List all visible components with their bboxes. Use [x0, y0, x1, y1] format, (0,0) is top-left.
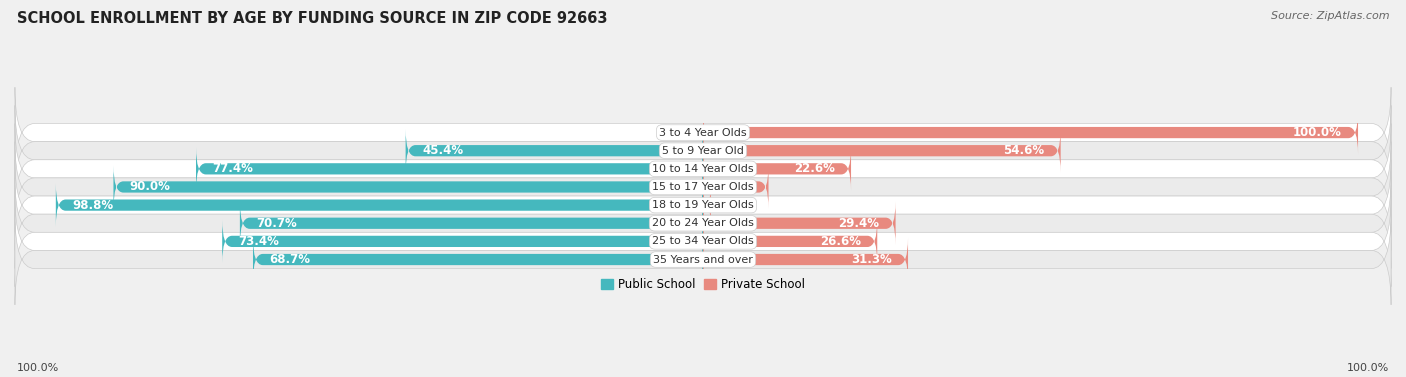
FancyBboxPatch shape: [703, 202, 896, 245]
FancyBboxPatch shape: [405, 129, 703, 172]
Legend: Public School, Private School: Public School, Private School: [596, 273, 810, 296]
Text: 68.7%: 68.7%: [270, 253, 311, 266]
FancyBboxPatch shape: [114, 166, 703, 208]
Text: 18 to 19 Year Olds: 18 to 19 Year Olds: [652, 200, 754, 210]
Text: 3 to 4 Year Olds: 3 to 4 Year Olds: [659, 127, 747, 138]
Text: 20 to 24 Year Olds: 20 to 24 Year Olds: [652, 218, 754, 228]
FancyBboxPatch shape: [15, 178, 1391, 268]
FancyBboxPatch shape: [703, 166, 769, 208]
FancyBboxPatch shape: [703, 220, 877, 263]
FancyBboxPatch shape: [702, 184, 713, 227]
FancyBboxPatch shape: [15, 142, 1391, 232]
FancyBboxPatch shape: [15, 87, 1391, 178]
Text: SCHOOL ENROLLMENT BY AGE BY FUNDING SOURCE IN ZIP CODE 92663: SCHOOL ENROLLMENT BY AGE BY FUNDING SOUR…: [17, 11, 607, 26]
Text: 98.8%: 98.8%: [72, 199, 114, 211]
Text: 54.6%: 54.6%: [1002, 144, 1045, 157]
Text: 15 to 17 Year Olds: 15 to 17 Year Olds: [652, 182, 754, 192]
Text: 25 to 34 Year Olds: 25 to 34 Year Olds: [652, 236, 754, 247]
FancyBboxPatch shape: [56, 184, 703, 227]
FancyBboxPatch shape: [15, 124, 1391, 214]
FancyBboxPatch shape: [15, 160, 1391, 250]
Text: 73.4%: 73.4%: [239, 235, 280, 248]
Text: 10.0%: 10.0%: [711, 181, 752, 193]
Text: 77.4%: 77.4%: [212, 162, 253, 175]
FancyBboxPatch shape: [195, 147, 703, 190]
Text: 90.0%: 90.0%: [129, 181, 170, 193]
Text: 45.4%: 45.4%: [422, 144, 463, 157]
Text: 31.3%: 31.3%: [851, 253, 891, 266]
FancyBboxPatch shape: [703, 147, 851, 190]
FancyBboxPatch shape: [15, 214, 1391, 305]
Text: 100.0%: 100.0%: [17, 363, 59, 373]
FancyBboxPatch shape: [15, 196, 1391, 287]
FancyBboxPatch shape: [703, 111, 1358, 154]
Text: 26.6%: 26.6%: [820, 235, 860, 248]
FancyBboxPatch shape: [222, 220, 703, 263]
FancyBboxPatch shape: [703, 238, 908, 281]
Text: 22.6%: 22.6%: [794, 162, 835, 175]
Text: 1.2%: 1.2%: [721, 199, 754, 211]
Text: 0.0%: 0.0%: [661, 126, 693, 139]
Text: 100.0%: 100.0%: [1347, 363, 1389, 373]
FancyBboxPatch shape: [253, 238, 703, 281]
FancyBboxPatch shape: [703, 129, 1060, 172]
Text: 35 Years and over: 35 Years and over: [652, 254, 754, 265]
Text: 5 to 9 Year Old: 5 to 9 Year Old: [662, 146, 744, 156]
Text: 70.7%: 70.7%: [256, 217, 297, 230]
FancyBboxPatch shape: [15, 105, 1391, 196]
Text: 10 to 14 Year Olds: 10 to 14 Year Olds: [652, 164, 754, 174]
Text: Source: ZipAtlas.com: Source: ZipAtlas.com: [1271, 11, 1389, 21]
Text: 29.4%: 29.4%: [838, 217, 879, 230]
Text: 100.0%: 100.0%: [1292, 126, 1341, 139]
FancyBboxPatch shape: [240, 202, 703, 245]
